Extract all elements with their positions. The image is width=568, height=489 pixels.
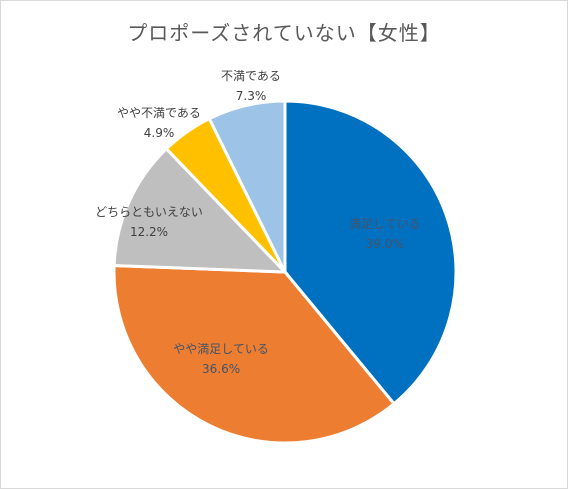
slice-value-label: 36.6% [202,362,240,376]
slice-value-label: 12.2% [130,225,168,239]
pie-slice-2 [112,263,397,445]
slice-category-label: 不満である [221,69,281,83]
slice-category-label: 満足している [349,217,421,231]
slice-category-label: どちらともいえない [95,205,203,219]
slice-value-label: 4.9% [144,126,175,140]
pie-slice-5 [207,99,287,273]
chart-title: プロポーズされていない【女性】 [127,21,441,45]
pie-slice-3 [112,146,289,274]
slice-value-label: 39.0% [366,237,404,251]
slice-category-label: やや不満である [117,106,201,120]
slice-category-label: やや満足している [173,342,269,356]
slice-value-label: 7.3% [236,89,267,103]
pie-slice-1 [283,99,458,406]
